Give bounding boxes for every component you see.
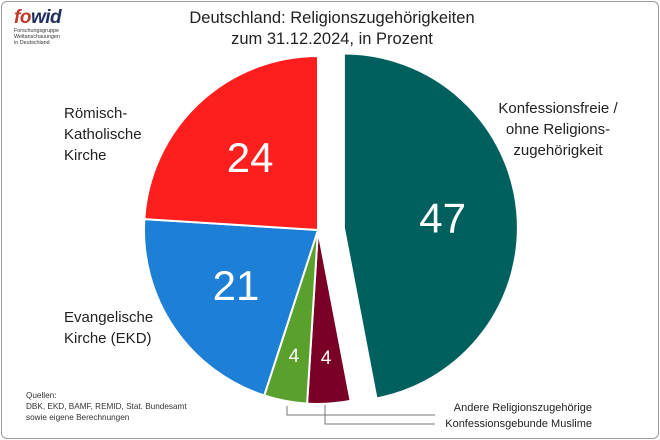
- chart-title: Deutschland: Religionszugehörigkeiten zu…: [122, 8, 542, 50]
- pie-slices: [143, 52, 519, 405]
- chart-title-line-1: Deutschland: Religionszugehörigkeiten: [189, 9, 475, 27]
- logo-wordmark: fowid: [14, 8, 84, 28]
- label-evangelisch: Evangelische Kirche (EKD): [64, 307, 153, 349]
- label-konfessionsfreie-line-3: zugehörigkeit: [513, 142, 603, 159]
- label-evangelisch-line-2: Kirche (EKD): [64, 330, 152, 347]
- leader-line-andere: [286, 406, 435, 416]
- value-label-romisch-katholische-kirche: 24: [227, 134, 274, 181]
- logo-subtitle-2: Weltanschauungen: [14, 34, 61, 40]
- sources-note: Quellen: DBK, EKD, BAMF, REMID, Stat. Bu…: [26, 390, 246, 423]
- pie-slice-konfessionsfreie-ohne-religions-zugehorigkeit: [342, 52, 519, 400]
- leader-lines: [286, 405, 435, 425]
- label-muslime: Konfessionsgebunde Muslime: [445, 418, 592, 430]
- pie-value-labels: 47 44 21 24: [213, 134, 466, 369]
- sources-line-1: Quellen:: [26, 391, 57, 400]
- label-konfessionsfreie-line-2: ohne Religions-: [505, 121, 611, 138]
- label-katholisch-line-2: Katholische: [64, 126, 142, 143]
- value-label-konfessionsfreie-ohne-religions-zugehorigkeit: 47: [419, 195, 466, 242]
- label-konfessionsfreie: Konfessionsfreie / ohne Religions- zugeh…: [474, 98, 642, 161]
- fowid-logo: fowid Forschungsgruppe Weltanschauungen …: [14, 8, 84, 47]
- sources-line-3: sowie eigene Berechnungen: [26, 413, 130, 422]
- logo-word-a: fo: [14, 7, 31, 28]
- value-label-konfessionsgebunde-muslime: 4: [321, 348, 332, 369]
- label-katholisch-line-3: Kirche: [64, 147, 107, 164]
- label-katholisch: Römisch- Katholische Kirche: [64, 103, 142, 166]
- chart-title-line-2: zum 31.12.2024, in Prozent: [231, 30, 433, 48]
- label-andere: Andere Religionszugehörige: [453, 402, 592, 414]
- label-konfessionsfreie-line-1: Konfessionsfreie /: [498, 100, 618, 117]
- pie-slice-romisch-katholische-kirche: [143, 54, 319, 232]
- value-label-evangelische-kirche-ekd: 21: [213, 262, 260, 309]
- logo-subtitle-3: in Deutschland: [14, 40, 50, 46]
- value-label-andere-religionszugehorige: 4: [289, 346, 300, 367]
- logo-subtitle-1: Forschungsgruppe: [14, 28, 59, 34]
- label-evangelisch-line-1: Evangelische: [64, 309, 154, 326]
- sources-line-2: DBK, EKD, BAMF, REMID, Stat. Bundesamt: [26, 402, 187, 411]
- logo-word-b: wid: [30, 7, 62, 28]
- pie-slice-evangelische-kirche-ekd: [143, 218, 320, 397]
- leader-line-muslime: [324, 405, 435, 425]
- label-katholisch-line-1: Römisch-: [64, 105, 128, 122]
